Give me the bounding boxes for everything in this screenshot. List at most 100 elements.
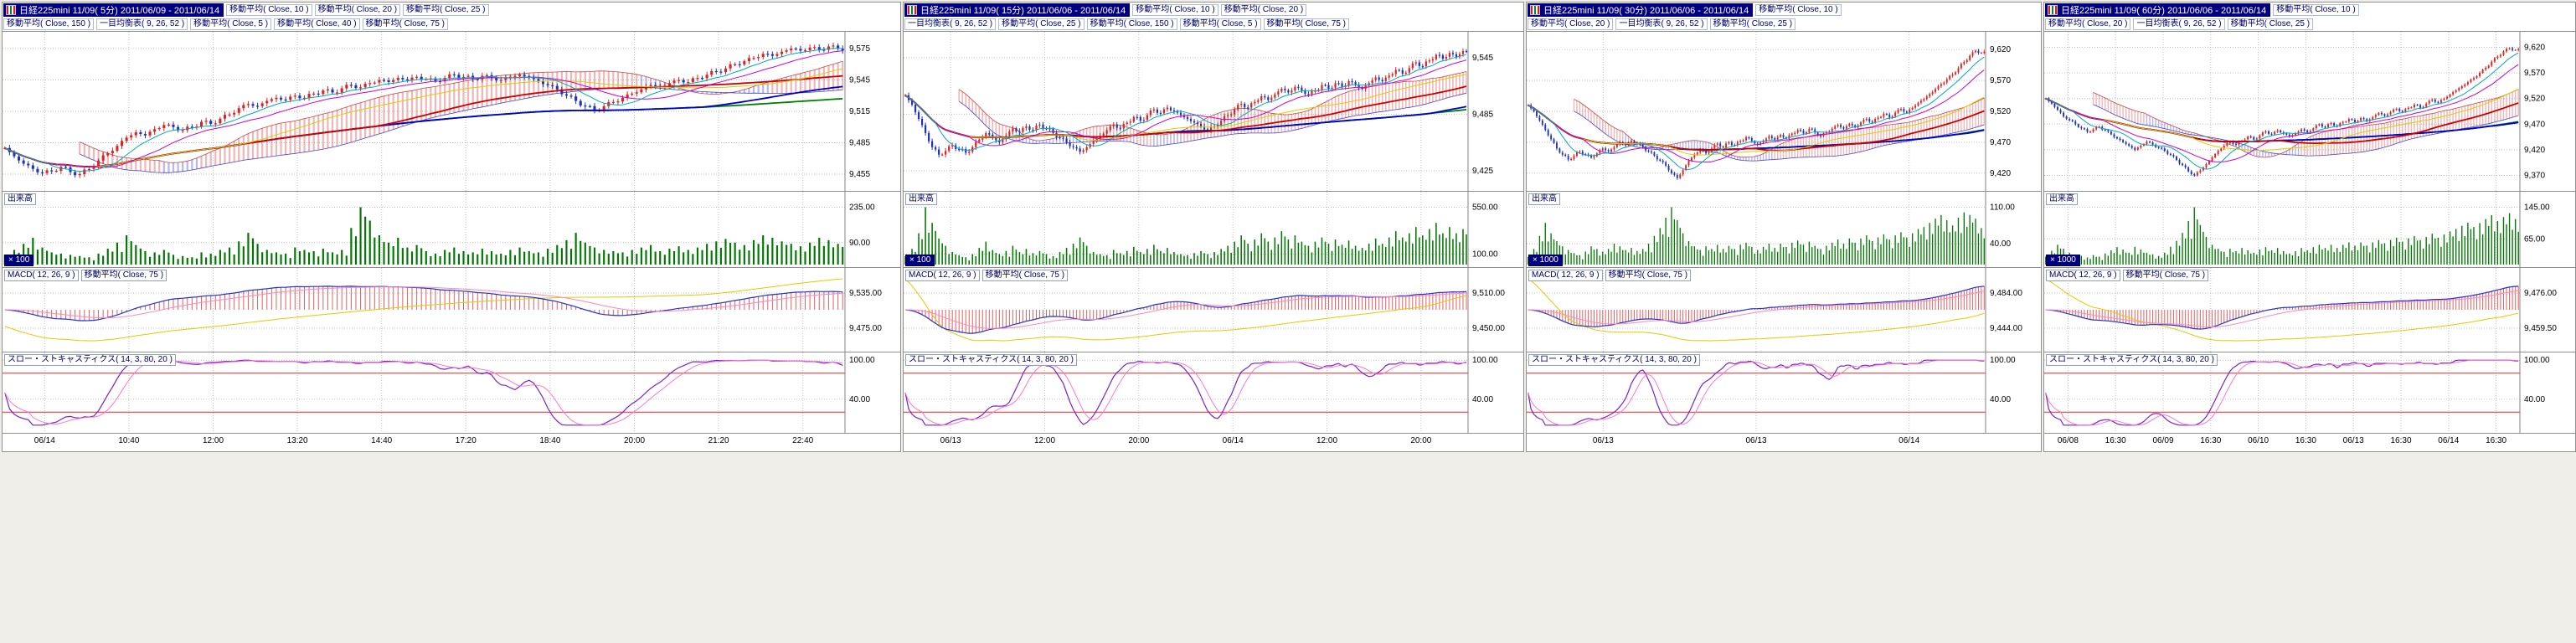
stochastics-chart[interactable]: 100.00 40.00: [2044, 352, 2575, 433]
svg-text:9,485: 9,485: [849, 139, 870, 148]
x-axis-label: 10:40: [118, 436, 140, 445]
chart-panel-60min: 日経225mini 11/09( 60分) 2011/06/06 - 2011/…: [2043, 2, 2576, 452]
time-axis[interactable]: 06/13 12:00 20:00 06/14 12:00 20:00: [904, 433, 1523, 450]
stochastics-label: スロー・ストキャスティクス( 14, 3, 80, 20 ): [4, 354, 176, 366]
legend-item[interactable]: 移動平均( Close, 20 ): [1220, 3, 1307, 16]
window-title[interactable]: 日経225mini 11/09( 15分) 2011/06/06 - 2011/…: [904, 3, 1131, 17]
x-axis-label: 06/09: [2152, 436, 2174, 445]
legend-item[interactable]: 移動平均( Close, 20 ): [1528, 18, 1614, 30]
panel-header: 日経225mini 11/09( 60分) 2011/06/06 - 2011/…: [2044, 3, 2575, 32]
svg-text:9,476.00: 9,476.00: [2524, 289, 2557, 298]
svg-text:9,545: 9,545: [849, 76, 870, 85]
legend-item[interactable]: 移動平均( Close, 25 ): [403, 3, 489, 16]
stochastics-chart[interactable]: 100.00 40.00: [904, 352, 1523, 433]
window-title[interactable]: 日経225mini 11/09( 60分) 2011/06/06 - 2011/…: [2045, 3, 2271, 17]
macd-chart[interactable]: 9,484.00 9,444.00: [1527, 268, 2041, 352]
x-axis-label: 12:00: [1316, 436, 1338, 445]
svg-text:9,545: 9,545: [1472, 54, 1493, 63]
svg-text:9,570: 9,570: [2524, 69, 2545, 78]
x-axis-label: 18:40: [539, 436, 561, 445]
volume-chart[interactable]: 145.00 65.00: [2044, 192, 2575, 267]
legend-item[interactable]: 移動平均( Close, 25 ): [2227, 18, 2314, 30]
svg-text:100.00: 100.00: [849, 356, 875, 365]
macd-chart[interactable]: 9,535.00 9,475.00: [3, 268, 900, 352]
x-axis-label: 16:30: [2390, 436, 2412, 445]
x-axis-label: 20:00: [1410, 436, 1432, 445]
chart-sections: 9,545 9,485 9,425 550.00 100.00 出来高 × 100 9,510…: [904, 32, 1523, 450]
price-chart[interactable]: 9,575 9,545 9,515 9,485 9,455: [3, 32, 900, 191]
svg-text:9,425: 9,425: [1472, 167, 1493, 176]
macd-chart[interactable]: 9,476.00 9,459.50: [2044, 268, 2575, 352]
legend-item[interactable]: 移動平均( Close, 10 ): [226, 3, 312, 16]
indicator-legend-row1: 移動平均( Close, 10 ): [2273, 3, 2359, 16]
price-chart[interactable]: 9,545 9,485 9,425: [904, 32, 1523, 191]
time-axis[interactable]: 06/13 06/13 06/14: [1527, 433, 2041, 450]
svg-text:40.00: 40.00: [1472, 395, 1493, 404]
indicator-legend-row1: 移動平均( Close, 10 ) 移動平均( Close, 20 ): [1132, 3, 1307, 16]
volume-chart[interactable]: 235.00 90.00: [3, 192, 900, 267]
price-chart[interactable]: 9,620 9,570 9,520 9,470 9,420 9,370: [2044, 32, 2575, 191]
window-title[interactable]: 日経225mini 11/09( 30分) 2011/06/06 - 2011/…: [1528, 3, 1754, 17]
x-axis-label: 16:30: [2105, 436, 2126, 445]
svg-text:9,455: 9,455: [849, 170, 870, 179]
svg-text:9,475.00: 9,475.00: [849, 324, 882, 333]
legend-item[interactable]: 移動平均( Close, 5 ): [1179, 18, 1261, 30]
svg-text:100.00: 100.00: [1990, 356, 2016, 365]
stochastics-label: スロー・ストキャスティクス( 14, 3, 80, 20 ): [905, 354, 1077, 366]
legend-item[interactable]: 移動平均( Close, 150 ): [3, 18, 95, 30]
price-chart[interactable]: 9,620 9,570 9,520 9,470 9,420: [1527, 32, 2041, 191]
volume-chart[interactable]: 550.00 100.00: [904, 192, 1523, 267]
svg-text:100.00: 100.00: [1472, 356, 1498, 365]
legend-item[interactable]: 移動平均( Close, 20 ): [314, 3, 401, 16]
volume-label: 出来高: [2046, 193, 2078, 205]
svg-text:65.00: 65.00: [2524, 234, 2545, 244]
svg-text:9,484.00: 9,484.00: [1990, 289, 2022, 298]
stochastics-label: スロー・ストキャスティクス( 14, 3, 80, 20 ): [1528, 354, 1700, 366]
legend-item[interactable]: 移動平均( Close, 10 ): [2273, 3, 2359, 16]
window-title-text: 日経225mini 11/09( 30分) 2011/06/06 - 2011/…: [1543, 5, 1749, 16]
legend-item[interactable]: 移動平均( Close, 20 ): [2045, 18, 2131, 30]
legend-item[interactable]: 移動平均( Close, 10 ): [1132, 3, 1218, 16]
indicator-legend-row2: 移動平均( Close, 20 ) 一目均衡表( 9, 26, 52 ) 移動平均(…: [1528, 18, 1796, 30]
legend-item[interactable]: 移動平均( Close, 5 ): [190, 18, 272, 30]
legend-item[interactable]: 移動平均( Close, 40 ): [274, 18, 360, 30]
time-axis[interactable]: 06/08 16:30 06/09 16:30 06/10 16:30 06/13 16:30…: [2044, 433, 2575, 450]
svg-text:90.00: 90.00: [849, 239, 870, 248]
chart-sections: 9,620 9,570 9,520 9,470 9,420 9,370 145.00 65.0…: [2044, 32, 2575, 450]
window-title-text: 日経225mini 11/09( 5分) 2011/06/09 - 2011/0…: [19, 5, 220, 16]
svg-text:145.00: 145.00: [2524, 203, 2550, 212]
legend-item[interactable]: 移動平均( Close, 25 ): [1709, 18, 1796, 30]
legend-item[interactable]: 移動平均( Close, 25 ): [998, 18, 1084, 30]
svg-text:9,444.00: 9,444.00: [1990, 324, 2022, 333]
volume-chart[interactable]: 110.00 40.00: [1527, 192, 2041, 267]
legend-item[interactable]: 移動平均( Close, 10 ): [1755, 3, 1842, 16]
volume-label: 出来高: [1528, 193, 1560, 205]
x-axis-label: 16:30: [2486, 436, 2507, 445]
legend-item[interactable]: 一目均衡表( 9, 26, 52 ): [2133, 18, 2225, 30]
indicator-legend-row2: 一目均衡表( 9, 26, 52 ) 移動平均( Close, 25 ) 移動平均(…: [904, 18, 1350, 30]
window-title[interactable]: 日経225mini 11/09( 5分) 2011/06/09 - 2011/0…: [3, 3, 224, 17]
chart-workspace: 日経225mini 11/09( 5分) 2011/06/09 - 2011/0…: [2, 2, 2576, 452]
macd-overlay-label: 移動平均( Close, 75 ): [2122, 270, 2209, 281]
legend-item[interactable]: 移動平均( Close, 75 ): [1263, 18, 1350, 30]
legend-item[interactable]: 一目均衡表( 9, 26, 52 ): [96, 18, 188, 30]
x-axis-label: 20:00: [1128, 436, 1150, 445]
volume-unit-badge: × 1000: [2046, 255, 2080, 266]
macd-overlay-label: 移動平均( Close, 75 ): [80, 270, 167, 281]
x-axis-label: 12:00: [1033, 436, 1056, 445]
x-axis-label: 06/13: [940, 436, 961, 445]
time-axis[interactable]: 06/14 10:40 12:00 13:20 14:40 17:20 18:40 20:00…: [3, 433, 900, 450]
svg-text:40.00: 40.00: [2524, 395, 2545, 404]
legend-item[interactable]: 一目均衡表( 9, 26, 52 ): [904, 18, 997, 30]
legend-item[interactable]: 一目均衡表( 9, 26, 52 ): [1615, 18, 1708, 30]
stochastics-chart[interactable]: 100.00 40.00: [1527, 352, 2041, 433]
macd-chart[interactable]: 9,510.00 9,450.00: [904, 268, 1523, 352]
x-axis-label: 06/14: [1899, 436, 1920, 445]
x-axis-label: 06/14: [2438, 436, 2460, 445]
x-axis-label: 06/14: [33, 436, 55, 445]
macd-label: MACD( 12, 26, 9 ): [2046, 270, 2120, 281]
svg-text:100.00: 100.00: [2524, 356, 2550, 365]
legend-item[interactable]: 移動平均( Close, 75 ): [362, 18, 449, 30]
legend-item[interactable]: 移動平均( Close, 150 ): [1086, 18, 1177, 30]
chart-window-icon: [6, 4, 16, 15]
